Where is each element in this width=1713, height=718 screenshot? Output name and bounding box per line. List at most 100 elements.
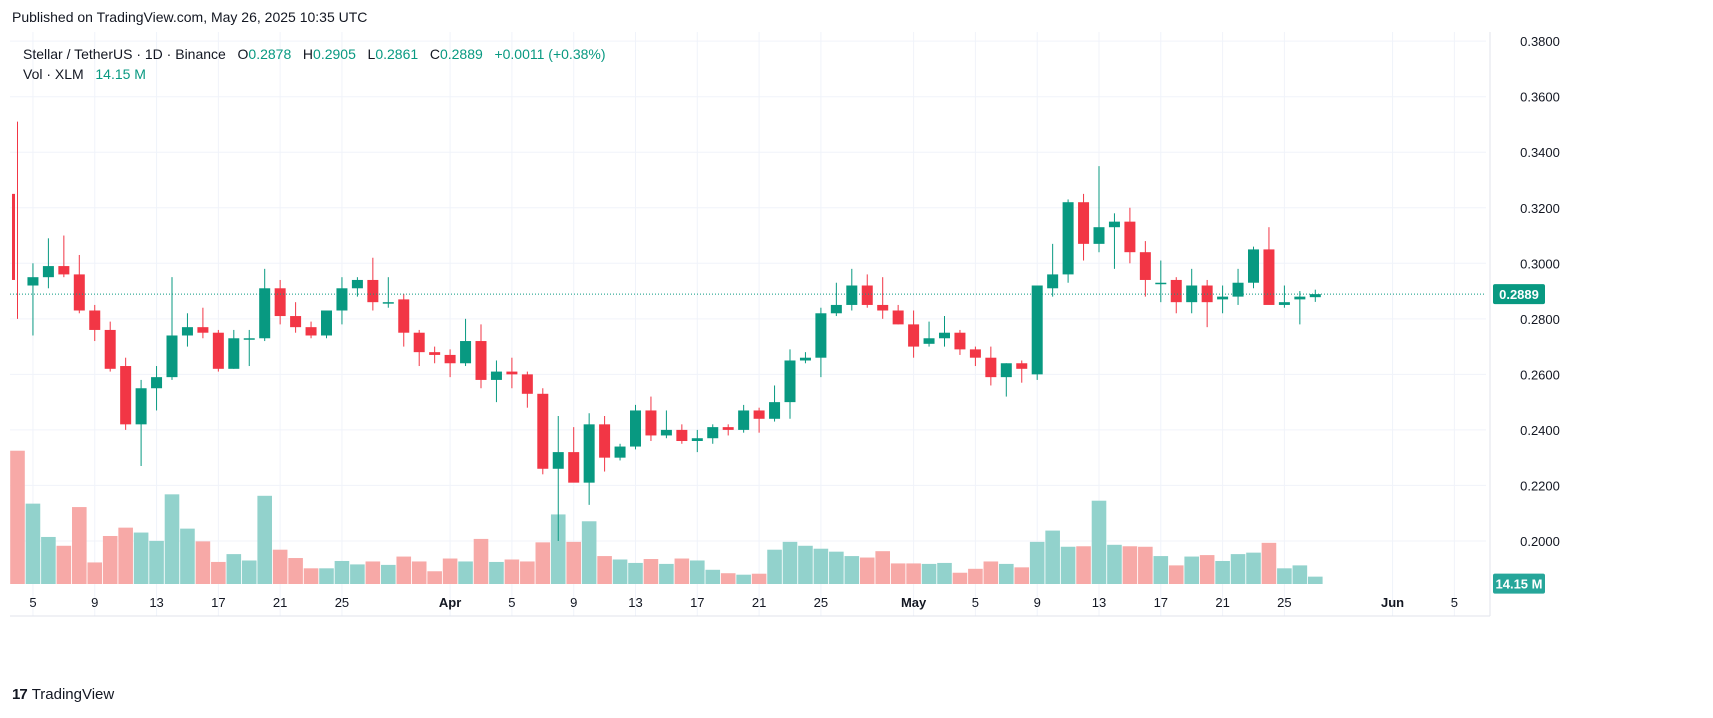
candle-body [583, 424, 595, 483]
candle-body [691, 438, 703, 442]
volume-bar [705, 569, 721, 584]
volume-bar [56, 545, 72, 584]
candle-body [660, 429, 672, 436]
candles [12, 121, 1321, 541]
volume-bar [458, 561, 473, 584]
price-tick-label: 0.2800 [1520, 312, 1560, 327]
volume-bar [813, 548, 829, 584]
volume-bar [628, 562, 643, 584]
volume-bar [72, 507, 87, 584]
volume-bar [272, 549, 288, 584]
volume-label[interactable]: Vol · XLM [23, 66, 84, 82]
close-label: C [429, 46, 440, 62]
time-tick-label: 17 [1154, 595, 1168, 610]
volume-bar [859, 557, 875, 584]
time-tick-label: 13 [1092, 595, 1106, 610]
candle-body [892, 310, 904, 325]
low-label: L [367, 46, 376, 62]
low-value: 0.2861 [375, 46, 419, 62]
candle-body [506, 371, 518, 375]
candle-body [954, 332, 966, 350]
volume-bar [1199, 555, 1215, 584]
volume-bar [782, 541, 798, 584]
candle-body [197, 327, 209, 333]
time-tick-label: 9 [570, 595, 577, 610]
candle-body [398, 299, 410, 333]
candle-body [861, 285, 873, 305]
candle-body [27, 277, 39, 286]
volume-bar [504, 559, 520, 584]
candle-body [1155, 282, 1167, 285]
candle-body [630, 410, 641, 447]
volume-bar [798, 545, 813, 584]
price-tick-label: 0.3600 [1520, 90, 1560, 105]
candle-body [444, 354, 456, 364]
price-tick-label: 0.3800 [1520, 34, 1560, 49]
candle-body [923, 338, 935, 344]
time-axis[interactable]: 5 9 13 17 21 25 Apr 5 9 13 17 21 25 May 5 9 13 17 21 25 Jun 5 [29, 595, 1458, 610]
candle-body [1108, 221, 1120, 228]
volume-bar [1292, 565, 1308, 584]
volume-bar [334, 560, 350, 584]
candle-body [382, 302, 394, 304]
time-tick-label: 13 [628, 595, 642, 610]
symbol-title[interactable]: Stellar / TetherUS · 1D · Binance [23, 46, 226, 62]
candle-body [830, 304, 842, 314]
volume-bar [1045, 530, 1060, 584]
close-value: 0.2889 [439, 46, 483, 62]
time-tick-label: 21 [1215, 595, 1229, 610]
time-tick-label: 5 [29, 595, 36, 610]
tradingview-logo-icon: 17 [12, 686, 28, 703]
high-value: 0.2905 [313, 46, 356, 62]
candle-body [413, 332, 425, 353]
volume-bar [1246, 552, 1261, 584]
time-tick-label: 25 [814, 595, 828, 610]
candle-body [42, 266, 54, 278]
candle-body [552, 452, 564, 469]
volume-bar [1076, 546, 1091, 584]
volume-bar [1029, 541, 1045, 584]
candle-body [985, 357, 997, 378]
candle-body [1093, 227, 1105, 244]
candle-body [799, 357, 811, 361]
time-tick-label: May [901, 595, 927, 610]
volume-bar [118, 527, 133, 584]
candle-body [1139, 252, 1151, 280]
candle-body [815, 313, 827, 358]
candle-body [908, 324, 920, 347]
candle-body [738, 410, 750, 430]
price-axis[interactable]: 0.3800 0.3600 0.3400 0.3200 0.3000 0.2800 0.26… [1489, 32, 1703, 672]
volume-bar [288, 558, 303, 584]
volume-bar [195, 541, 211, 584]
time-tick-label: 21 [273, 595, 287, 610]
candle-body [89, 310, 101, 330]
volume-bar [257, 495, 272, 584]
candle-body [73, 274, 85, 311]
time-tick-label: 9 [91, 595, 98, 610]
candle-body [1248, 249, 1259, 283]
volume-bar [427, 571, 442, 584]
volume-bar [844, 556, 860, 584]
time-tick-label: 17 [211, 595, 225, 610]
candle-body [1186, 285, 1198, 303]
volume-bar [381, 564, 396, 584]
volume-bar [535, 542, 551, 584]
candle-body [1047, 274, 1059, 289]
volume-bar [659, 563, 674, 584]
open-value: 0.2878 [248, 46, 292, 62]
candle-body [1124, 221, 1136, 253]
volume-bar [1153, 556, 1169, 584]
candle-body [707, 427, 719, 439]
volume-bar [612, 559, 628, 584]
volume-bar [937, 562, 952, 584]
volume-bar [1107, 544, 1122, 584]
tradingview-brand[interactable]: 17 TradingView [12, 686, 114, 703]
volume-bar [1308, 576, 1323, 584]
volume-bar [875, 551, 890, 584]
volume-bar [690, 560, 705, 584]
price-tick-label: 0.2000 [1520, 534, 1560, 549]
volume-bar [87, 562, 103, 584]
volume-bar [890, 563, 906, 584]
symbol-legend: Stellar / TetherUS · 1D · Binance O0.287… [23, 44, 606, 84]
volume-bar [829, 551, 844, 584]
